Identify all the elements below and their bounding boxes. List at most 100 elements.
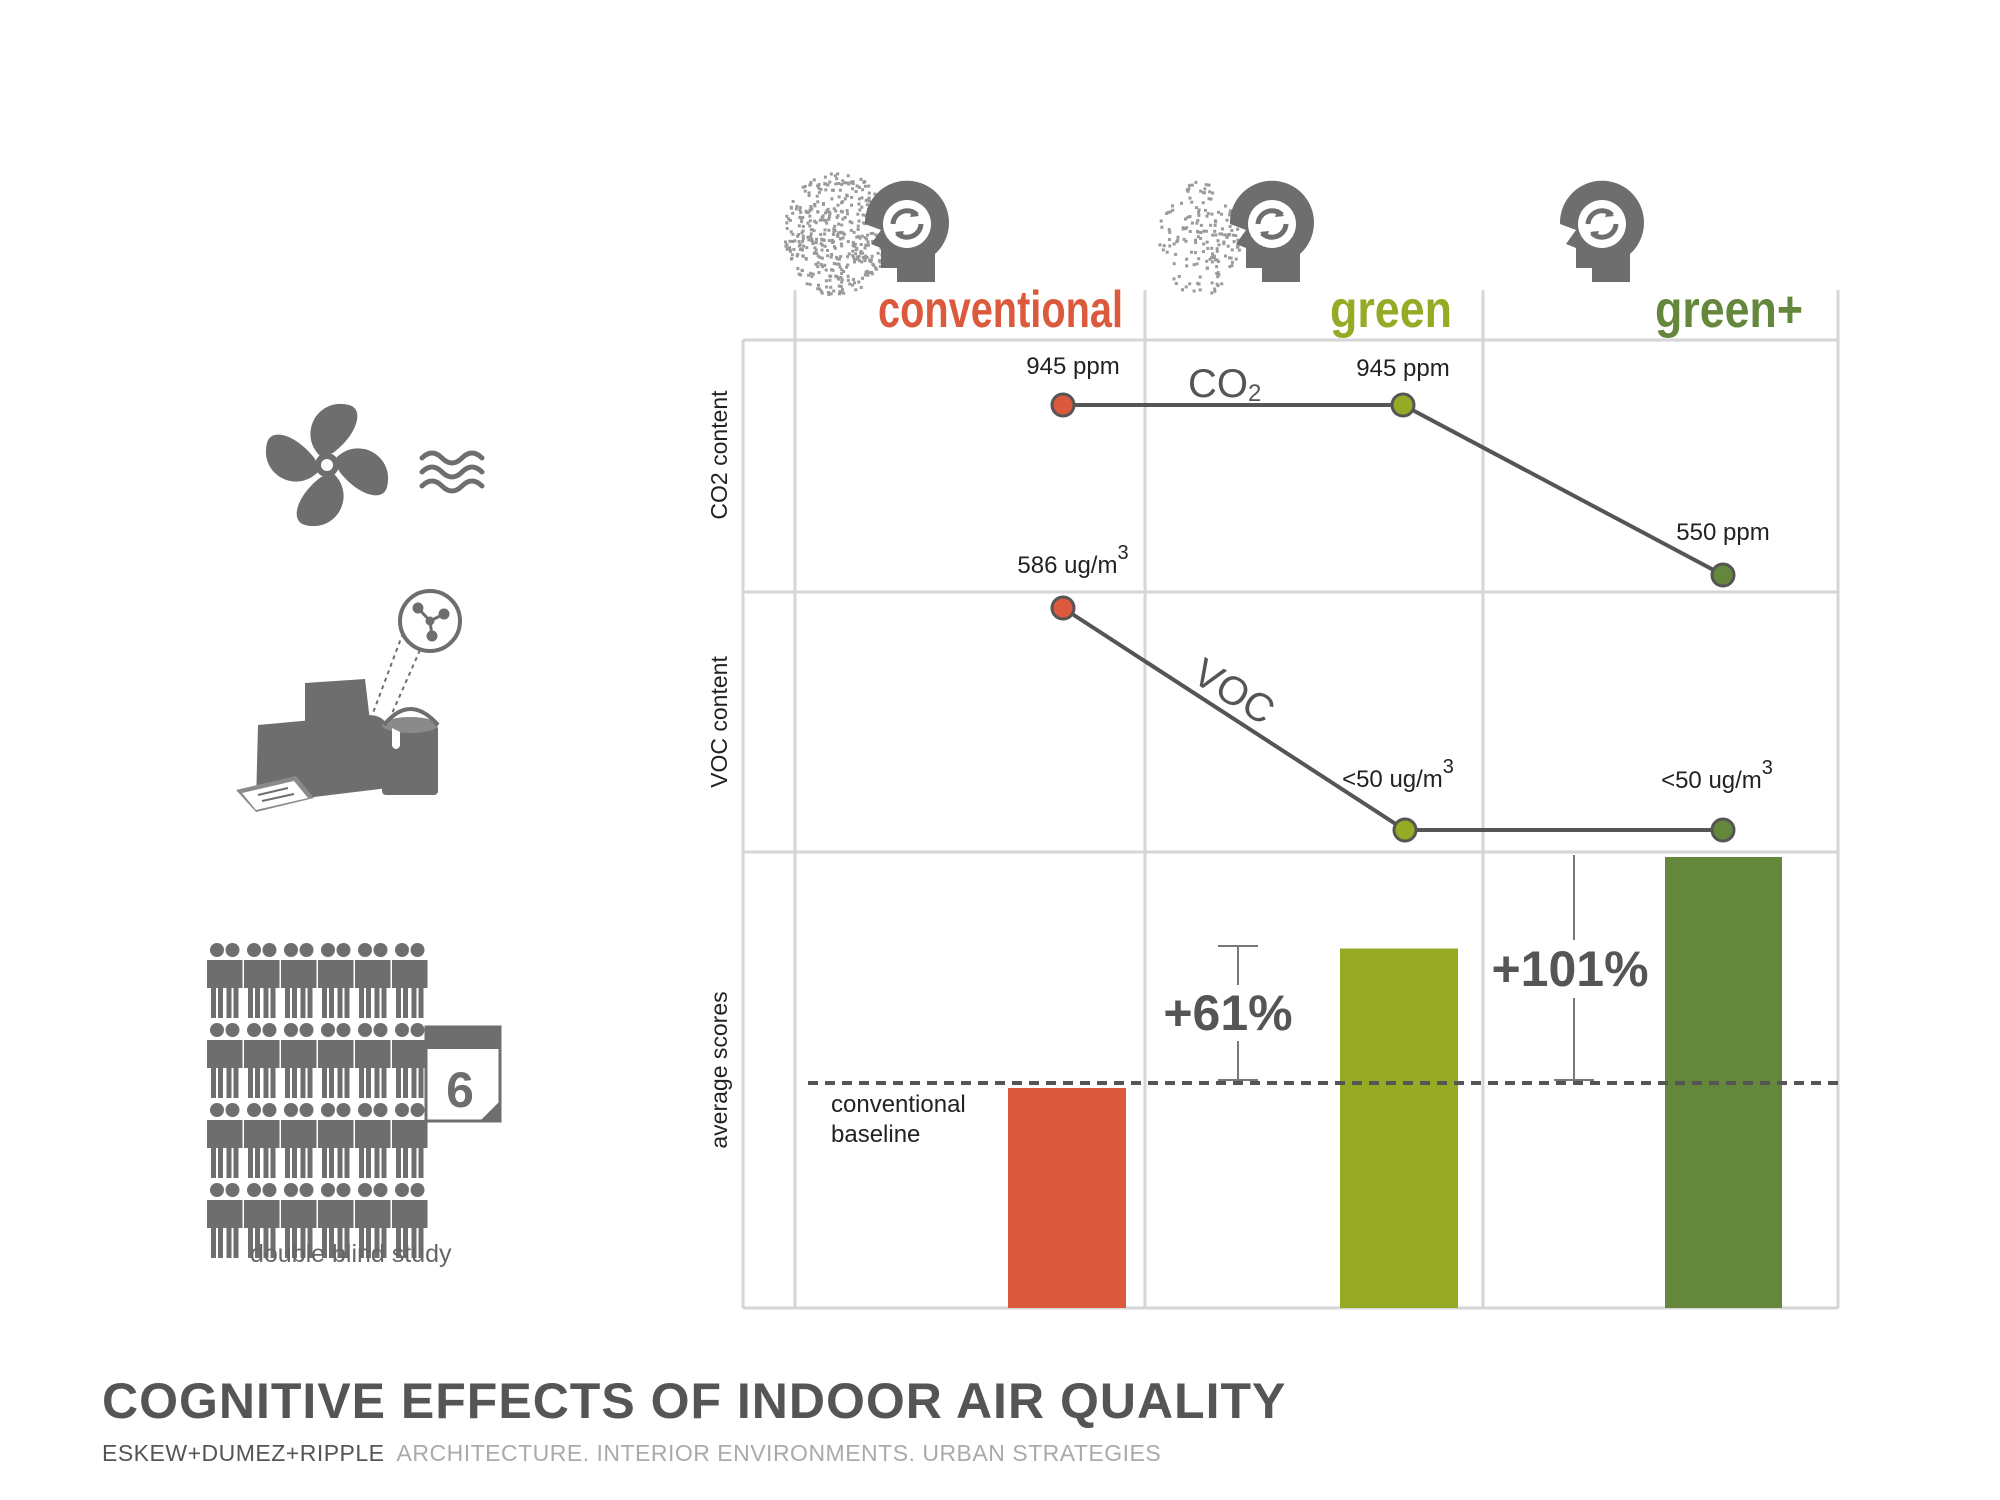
particle bbox=[817, 271, 821, 275]
particle bbox=[789, 257, 793, 261]
particle bbox=[827, 239, 831, 243]
particle bbox=[1234, 257, 1238, 261]
particle bbox=[1188, 183, 1191, 187]
person-icon bbox=[355, 943, 375, 1018]
particle bbox=[854, 288, 858, 292]
particle bbox=[871, 239, 875, 243]
particle bbox=[835, 275, 839, 279]
particle bbox=[815, 194, 819, 198]
particle bbox=[1234, 234, 1238, 238]
particle bbox=[855, 184, 859, 188]
particle bbox=[837, 284, 841, 288]
particle bbox=[841, 200, 845, 204]
particle bbox=[807, 273, 811, 277]
particle bbox=[1231, 233, 1235, 237]
particle bbox=[861, 276, 864, 280]
person-icon bbox=[392, 1103, 412, 1178]
particle bbox=[840, 272, 844, 275]
particle bbox=[828, 278, 832, 282]
person-icon bbox=[259, 1183, 280, 1258]
particle bbox=[1184, 239, 1188, 243]
particle bbox=[1168, 210, 1172, 214]
person-icon bbox=[318, 1103, 338, 1178]
particle bbox=[852, 230, 856, 234]
particle bbox=[818, 218, 822, 222]
particle bbox=[1195, 206, 1198, 210]
particle bbox=[1232, 240, 1236, 244]
particle bbox=[840, 278, 844, 282]
particle bbox=[847, 252, 851, 256]
particle bbox=[1212, 256, 1216, 259]
particle bbox=[1215, 247, 1219, 251]
particle bbox=[857, 185, 861, 189]
particle bbox=[1215, 258, 1219, 262]
particle bbox=[865, 203, 869, 207]
particle bbox=[1210, 260, 1214, 264]
particle bbox=[785, 221, 789, 225]
particle bbox=[1190, 221, 1194, 225]
particle bbox=[807, 238, 811, 242]
particle bbox=[1228, 256, 1231, 260]
particle bbox=[827, 293, 831, 296]
particle bbox=[1216, 275, 1220, 279]
particle bbox=[867, 191, 871, 195]
particle bbox=[816, 254, 820, 258]
particle bbox=[817, 186, 821, 190]
particle bbox=[1196, 230, 1200, 234]
particle bbox=[862, 180, 866, 184]
particle bbox=[1230, 264, 1234, 268]
particle bbox=[814, 221, 818, 225]
particle bbox=[857, 235, 861, 238]
particle bbox=[834, 182, 838, 186]
person-icon bbox=[370, 943, 391, 1018]
person-icon bbox=[207, 1103, 227, 1178]
particle bbox=[835, 255, 838, 259]
particle bbox=[839, 275, 843, 279]
voc-data-label: 586 ug/m3 bbox=[1017, 542, 1128, 579]
particle bbox=[1216, 271, 1220, 275]
particle bbox=[1172, 277, 1176, 281]
score-bar bbox=[1340, 948, 1458, 1308]
particle bbox=[832, 262, 836, 265]
particle bbox=[1228, 232, 1231, 236]
particle bbox=[834, 209, 838, 213]
particle bbox=[810, 275, 814, 278]
particle bbox=[876, 251, 880, 255]
particles-icon bbox=[1158, 180, 1241, 295]
particle bbox=[843, 181, 847, 185]
particle bbox=[1206, 212, 1210, 216]
particle bbox=[811, 272, 815, 276]
scores-row-label: average scores bbox=[706, 991, 732, 1148]
particle bbox=[863, 184, 867, 188]
particle bbox=[1194, 180, 1198, 184]
person-icon bbox=[355, 1023, 375, 1098]
particle bbox=[1166, 210, 1170, 214]
particle bbox=[819, 242, 823, 246]
co2-data-label: 550 ppm bbox=[1676, 519, 1769, 546]
head-cognition-icon bbox=[1229, 180, 1314, 282]
particle bbox=[785, 214, 789, 218]
particle bbox=[859, 243, 863, 246]
particle bbox=[833, 174, 837, 178]
particle bbox=[859, 286, 863, 289]
particle bbox=[805, 246, 809, 250]
particle bbox=[1206, 266, 1209, 270]
particle bbox=[1205, 214, 1209, 218]
particle bbox=[827, 217, 831, 221]
particle bbox=[800, 231, 804, 235]
voc-row-label: VOC content bbox=[706, 656, 732, 788]
particle bbox=[852, 278, 855, 281]
particle bbox=[820, 238, 824, 242]
particle bbox=[1225, 218, 1229, 222]
person-icon bbox=[222, 1023, 243, 1098]
particle bbox=[1230, 260, 1234, 264]
particle bbox=[841, 236, 845, 240]
particle bbox=[1176, 235, 1180, 239]
person-icon bbox=[259, 1103, 280, 1178]
particle bbox=[1229, 209, 1233, 213]
particle bbox=[820, 256, 824, 260]
particle bbox=[807, 194, 811, 197]
particle bbox=[823, 263, 827, 267]
particle bbox=[1220, 282, 1224, 286]
